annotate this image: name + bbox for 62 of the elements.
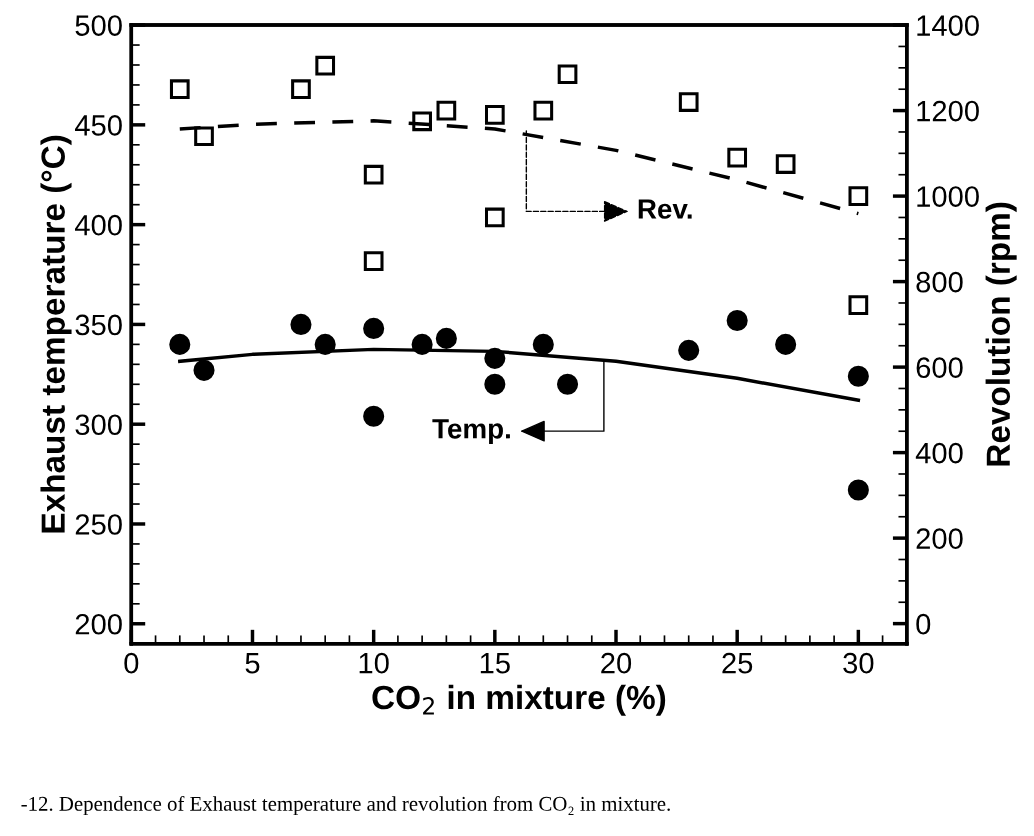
y2-tick-label: 400	[915, 442, 963, 464]
point	[775, 333, 797, 355]
point	[484, 347, 506, 369]
point	[435, 327, 457, 349]
y2-tick-label: 800	[916, 271, 963, 293]
point	[194, 126, 214, 147]
point	[775, 154, 796, 174]
point	[169, 79, 190, 100]
annotation: Rev.	[638, 199, 692, 219]
y2-axis-title: Revolution (rpm)	[985, 202, 1017, 466]
point	[557, 64, 578, 85]
y-tick-label: 450	[75, 115, 122, 136]
point	[290, 313, 312, 335]
point	[291, 79, 311, 100]
point	[727, 147, 748, 168]
y2-tick-label: 1400	[917, 15, 979, 36]
point	[556, 373, 579, 395]
x-tick-label: 20	[601, 652, 632, 674]
point	[726, 309, 748, 331]
point	[169, 333, 191, 355]
y2-tick-label: 1200	[917, 100, 979, 122]
y2-tick-label: 0	[916, 613, 931, 635]
text: -12. Dependence of Exhaust temperature and revolution from CO₂ in mixture.	[21, 796, 670, 816]
point	[363, 405, 385, 427]
x-tick-label: 30	[843, 652, 874, 674]
point	[314, 333, 336, 355]
point	[848, 186, 869, 206]
y-tick-label: 200	[75, 613, 122, 635]
point	[411, 333, 433, 355]
y2-tick-label: 1000	[917, 186, 979, 207]
y2-tick-label: 600	[916, 357, 963, 378]
point	[484, 373, 506, 395]
point	[193, 359, 215, 381]
x-tick-label: 0	[124, 652, 139, 674]
y2-tick-label: 200	[916, 528, 963, 549]
point	[363, 317, 385, 339]
x-tick-label: 25	[722, 652, 753, 674]
x-tick-label: 10	[359, 652, 389, 674]
point	[412, 111, 432, 132]
y-tick-label: 250	[75, 514, 122, 535]
point	[678, 92, 699, 112]
x-tick-label: 5	[245, 653, 260, 674]
point	[436, 100, 457, 121]
point	[315, 55, 336, 76]
point	[847, 365, 869, 387]
y-tick-label: 400	[75, 214, 122, 236]
x-axis-title: CO$_{2}$ in mixture (%)	[372, 684, 666, 716]
y-tick-label: 300	[75, 414, 122, 436]
point	[363, 164, 384, 185]
point	[363, 251, 384, 271]
point	[532, 333, 554, 355]
point	[847, 479, 869, 501]
point	[533, 100, 554, 121]
y-tick-label: 500	[75, 15, 122, 36]
y-tick-label: 350	[75, 314, 122, 336]
point	[678, 339, 700, 361]
annotation: Temp.	[432, 419, 510, 445]
y-axis-title: Exhaust temperature (°C)	[40, 135, 72, 533]
point	[484, 207, 505, 228]
point	[848, 295, 869, 315]
x-tick-label: 15	[480, 653, 510, 674]
point	[484, 105, 505, 125]
